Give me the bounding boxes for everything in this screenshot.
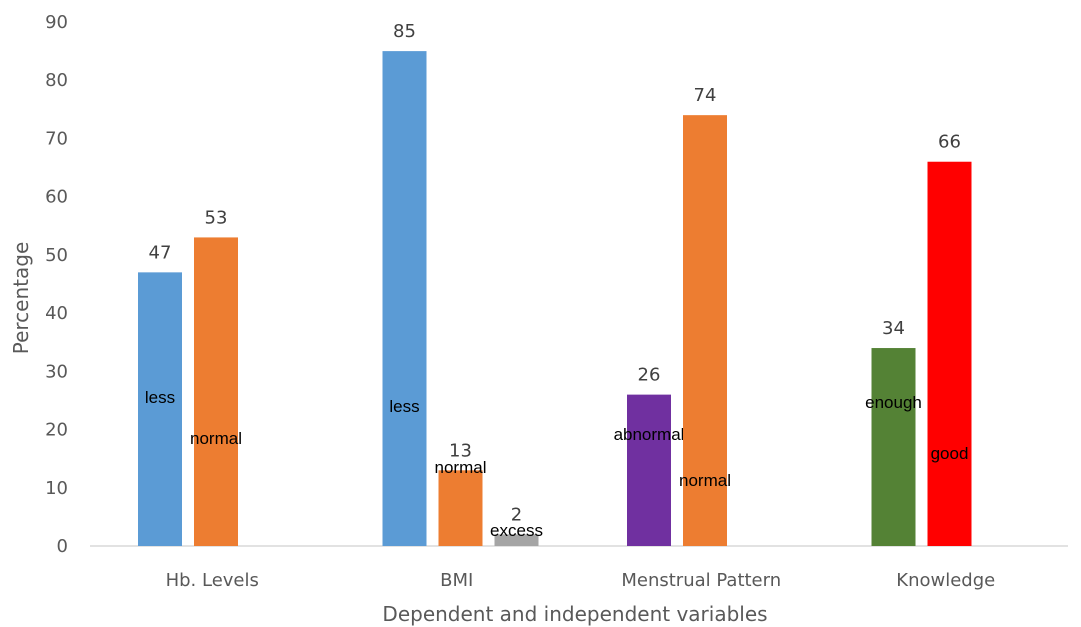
bar-normal: [438, 470, 483, 546]
bar-normal: [194, 237, 238, 546]
y-tick-label: 70: [45, 128, 68, 149]
y-tick-label: 30: [45, 361, 68, 382]
bar-less: [138, 272, 182, 546]
y-tick-label: 50: [45, 245, 68, 266]
data-label: 85: [393, 21, 416, 42]
bar-enough: [871, 348, 916, 546]
bar-less: [382, 51, 427, 546]
bar-good: [927, 161, 972, 546]
x-tick-label: Hb. Levels: [166, 570, 259, 591]
y-tick-label: 90: [45, 12, 68, 33]
bar-category-label: excess: [490, 521, 543, 540]
bar-category-label: abnormal: [614, 425, 685, 444]
bars: 47less53normal85less13normal2excess26abn…: [138, 21, 972, 547]
bar-category-label: normal: [190, 429, 242, 448]
data-label: 13: [449, 440, 472, 461]
data-label: 66: [938, 132, 961, 153]
data-label: 53: [205, 207, 228, 228]
y-axis-ticks: 0 10 20 30 40 50 60 70 80 90: [45, 12, 68, 557]
y-tick-label: 20: [45, 420, 68, 441]
data-label: 74: [694, 85, 717, 106]
x-tick-label: Knowledge: [896, 570, 995, 591]
bar-category-label: normal: [435, 458, 487, 477]
y-tick-label: 40: [45, 303, 68, 324]
y-axis-title: Percentage: [9, 242, 33, 355]
y-tick-label: 60: [45, 187, 68, 208]
bar-group: 47 less 53 normal: [138, 207, 242, 546]
y-tick-label: 10: [45, 478, 68, 499]
y-tick-label: 0: [57, 536, 68, 557]
bar-normal: [683, 115, 727, 547]
bar-group: 34 enough 66 good: [865, 132, 972, 546]
bar-category-label: good: [931, 444, 969, 463]
x-axis-title: Dependent and independent variables: [382, 602, 767, 626]
bar-excess: [494, 534, 539, 546]
data-label: 26: [638, 365, 661, 386]
bar-category-label: normal: [679, 471, 731, 490]
bar-group: 26 abnormal 74 normal: [614, 85, 731, 547]
data-label: 47: [149, 242, 172, 263]
data-label: 2: [511, 504, 522, 525]
bar-category-label: less: [145, 388, 175, 407]
x-tick-label: Menstrual Pattern: [621, 570, 781, 591]
bar-category-label: less: [389, 397, 419, 416]
data-label: 34: [882, 318, 905, 339]
bar-category-label: enough: [865, 393, 922, 412]
x-axis-ticks: Hb. Levels BMI Menstrual Pattern Knowledge: [166, 570, 996, 591]
x-tick-label: BMI: [440, 570, 473, 591]
bar-abnormal: [627, 394, 671, 546]
y-tick-label: 80: [45, 70, 68, 91]
